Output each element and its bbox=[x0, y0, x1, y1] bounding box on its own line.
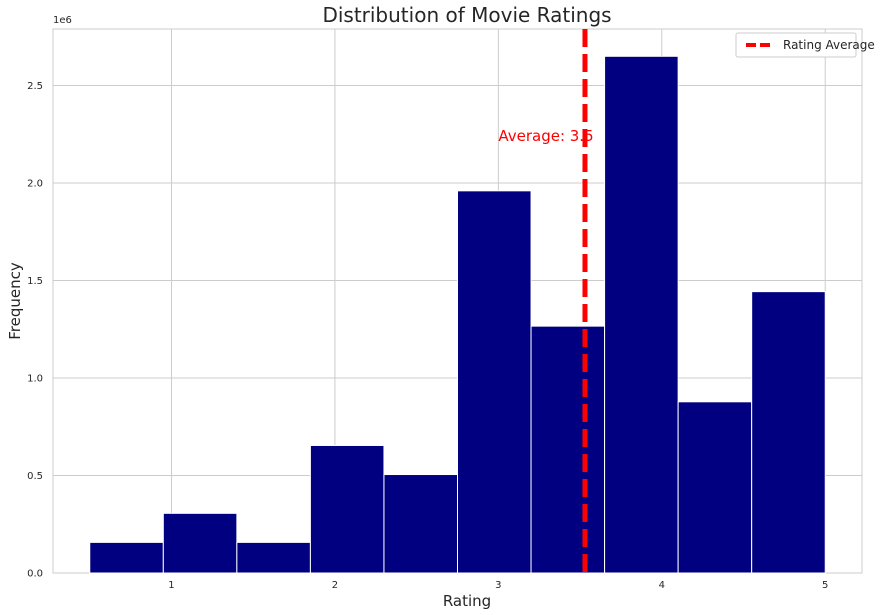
histogram-bar bbox=[530, 325, 606, 574]
x-tick-label: 5 bbox=[822, 580, 828, 591]
histogram-bar bbox=[236, 541, 311, 574]
average-annotation: Average: 3.5 bbox=[498, 127, 593, 145]
histogram-bar bbox=[604, 55, 679, 574]
histogram-bar bbox=[751, 291, 826, 574]
histogram-bar bbox=[677, 401, 753, 574]
x-tick-label: 1 bbox=[168, 580, 174, 591]
y-tick-label: 2.5 bbox=[27, 81, 43, 92]
legend-label: Rating Average bbox=[783, 38, 875, 52]
x-tick-label: 4 bbox=[659, 580, 665, 591]
y-offset-label: 1e6 bbox=[53, 15, 72, 26]
chart-title: Distribution of Movie Ratings bbox=[322, 3, 611, 27]
y-tick-label: 1.5 bbox=[27, 276, 43, 287]
histogram-bar bbox=[89, 541, 164, 574]
x-axis-label: Rating bbox=[443, 592, 491, 610]
tick-labels: 1 2 3 4 5 0.0 0.5 1.0 1.5 2.0 2.5 bbox=[27, 81, 828, 591]
y-axis-label: Frequency bbox=[6, 262, 24, 340]
legend-box bbox=[735, 32, 857, 58]
y-tick-label: 0.0 bbox=[27, 569, 43, 580]
y-tick-label: 1.0 bbox=[27, 374, 43, 385]
histogram-bar bbox=[383, 474, 459, 574]
legend: Rating Average bbox=[735, 32, 875, 58]
y-tick-label: 0.5 bbox=[27, 471, 43, 482]
x-tick-label: 3 bbox=[495, 580, 501, 591]
y-tick-label: 2.0 bbox=[27, 179, 43, 190]
x-tick-label: 2 bbox=[332, 580, 338, 591]
histogram-bar bbox=[162, 512, 238, 574]
histogram-bar bbox=[309, 444, 385, 574]
histogram-bars bbox=[89, 55, 826, 574]
histogram-bar bbox=[457, 190, 532, 574]
